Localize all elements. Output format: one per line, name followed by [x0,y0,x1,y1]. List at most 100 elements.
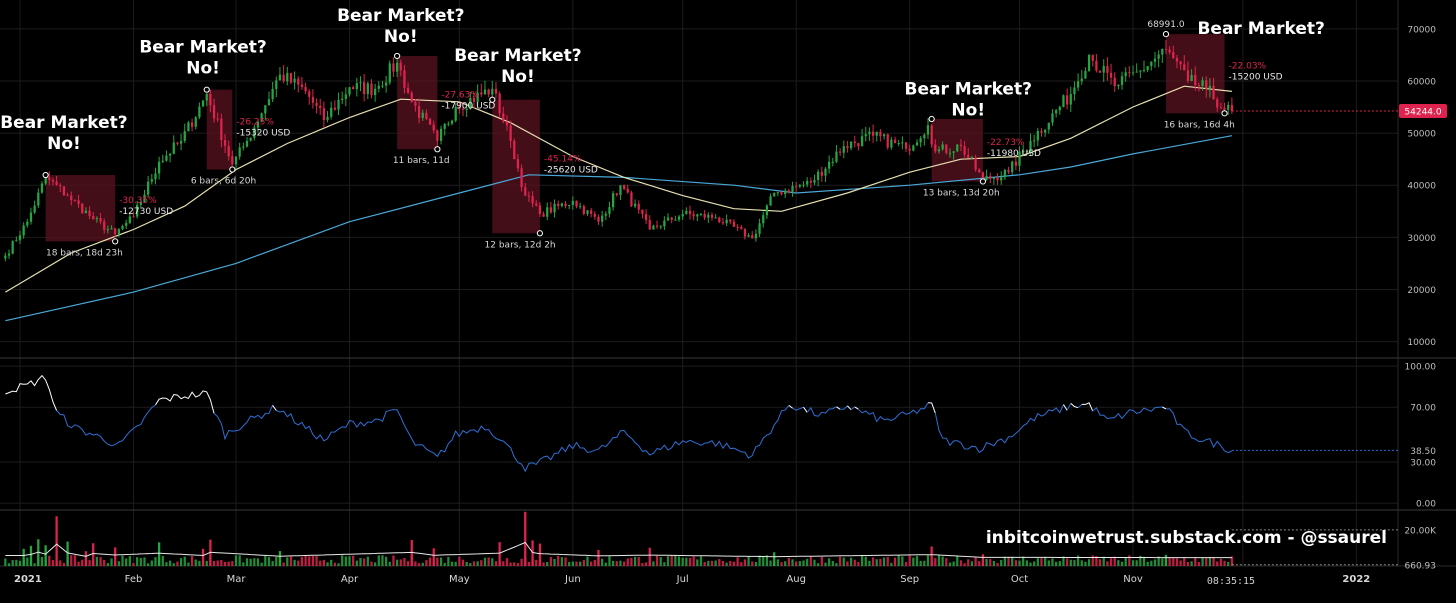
volume-bar [849,557,853,566]
candle-body [505,121,509,126]
volume-bar [1208,556,1212,566]
rsi-overbought-segment [803,406,808,413]
price-tick-label: 50000 [1407,130,1436,140]
volume-bar [223,561,227,566]
volume-bar [564,557,567,566]
volume-bar [608,556,611,566]
volume-bar [472,561,476,566]
volume-bar [1014,560,1017,566]
candle-body [1029,140,1032,151]
candle-body [436,130,439,141]
rsi-tick-label: 30.00 [1410,459,1436,469]
candle-body [901,142,904,144]
annotation-answer: No! [384,27,418,47]
volume-bar [1062,556,1065,566]
candle-body [644,214,648,221]
x-tick-label: Nov [1123,574,1143,585]
volume-spike-bar [84,551,88,566]
volume-tick-label: 660.93 [1405,561,1437,571]
volume-bar [227,561,230,566]
candle-body [718,217,721,223]
candle-body [1036,131,1039,141]
candle-body [688,210,692,215]
volume-bar [190,556,194,566]
candle-body [472,98,476,102]
volume-bar [1175,558,1179,566]
volume-bar [245,558,249,566]
candle-body [1161,48,1164,55]
candle-body [1098,70,1102,73]
candle-body [1175,57,1179,62]
candle-body [959,144,963,147]
x-tick-label: Mar [227,574,247,585]
volume-bar [776,559,780,566]
volume-bar [886,556,889,566]
rsi-tick-label: 38.50 [1410,447,1436,457]
candle-body [923,134,926,139]
candle-body [674,219,677,221]
volume-bar [1109,558,1113,566]
volume-bar [1011,556,1014,566]
volume-bar [751,561,754,566]
x-tick-label: Sep [900,574,919,585]
candle-body [502,113,505,122]
candle-body [849,141,853,149]
candle-body [685,210,688,214]
volume-spike-bar [37,539,40,566]
rsi-overbought-segment [1063,404,1068,411]
rsi-overbought-segment [836,406,841,410]
swing-high-marker [203,86,210,93]
volume-bar [458,556,461,566]
volume-bar [893,557,897,566]
volume-bar [1003,556,1007,566]
volume-bar [1007,556,1010,566]
volume-bar [765,555,769,566]
candle-body [835,151,838,162]
volume-bar [974,557,977,566]
candle-body [425,112,428,119]
candle-body [568,204,571,206]
candle-body [315,102,318,106]
candle-body [121,225,124,230]
volume-bar [952,561,955,566]
candle-body [615,193,618,196]
volume-bar [187,562,190,566]
swing-high-marker [42,171,49,179]
volume-bar [282,562,285,566]
volume-spike-bar [29,545,33,566]
candle-body [809,180,812,183]
candle-body [1054,110,1058,114]
volume-bar [95,556,99,566]
candle-body [92,216,95,220]
volume-bar [77,561,80,566]
candle-body [421,112,424,119]
candle-body [278,74,282,81]
candle-body [970,157,974,159]
candle-body [337,100,340,110]
volume-bar [150,560,153,566]
annotation-question: Bear Market? [454,46,581,66]
candle-body [498,93,501,114]
candle-body [1164,48,1168,50]
candle-body [22,225,25,236]
volume-bar [363,558,366,566]
volume-bar [817,563,820,566]
volume-bar [579,561,582,566]
volume-bar [11,560,14,566]
volume-bar [813,559,816,566]
candle-body [1069,94,1072,105]
volume-bar [659,557,662,566]
volume-bar [696,559,699,566]
candle-body [1135,71,1138,73]
candles [4,39,1234,262]
candle-body [238,147,241,157]
volume-bar [7,563,11,566]
candle-body [648,220,651,230]
candle-body [1018,151,1021,166]
candle-body [721,222,725,224]
volume-bar [1150,560,1153,566]
long-moving-average [5,135,1233,322]
candle-body [798,185,801,187]
rsi-line [1092,406,1163,420]
